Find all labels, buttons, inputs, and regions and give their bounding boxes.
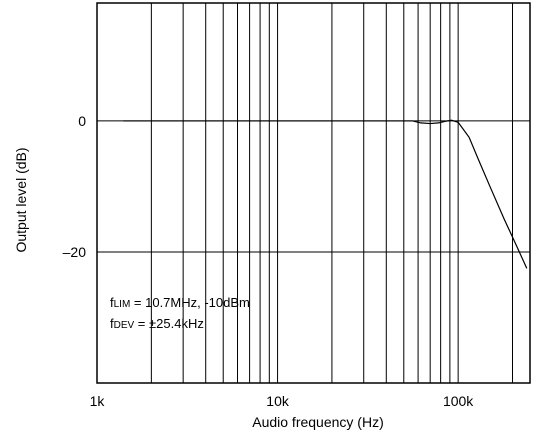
annotation-text: fLIM = 10.7MHz, -10dBm fDEV = ±25.4kHz <box>110 295 250 331</box>
annotation-line-2-sub: DEV <box>114 320 135 331</box>
x-tick-labels: 1k 10k 100k <box>90 393 475 409</box>
plot-frame <box>96 2 531 384</box>
y-tick-label: 0 <box>78 113 86 129</box>
y-axis-label: Output level (dB) <box>13 147 29 252</box>
series-line <box>123 119 528 269</box>
x-tick-label: 1k <box>90 393 106 409</box>
y-tick-label: –20 <box>63 244 87 260</box>
annotation-line-1: fLIM = 10.7MHz, -10dBm <box>110 295 250 310</box>
x-axis-label: Audio frequency (Hz) <box>252 414 384 430</box>
annotation-line-1-f: f <box>110 295 114 310</box>
annotation-line-2-value: = ±25.4kHz <box>134 316 204 331</box>
y-tick-labels: 0 –20 <box>63 113 87 260</box>
x-tick-label: 100k <box>443 393 474 409</box>
annotation-line-2-f: f <box>110 316 114 331</box>
annotation-line-1-sub: LIM <box>114 299 131 310</box>
annotation-line-2: fDEV = ±25.4kHz <box>110 316 204 331</box>
annotation-line-1-value: = 10.7MHz, -10dBm <box>130 295 250 310</box>
x-tick-label: 10k <box>266 393 290 409</box>
